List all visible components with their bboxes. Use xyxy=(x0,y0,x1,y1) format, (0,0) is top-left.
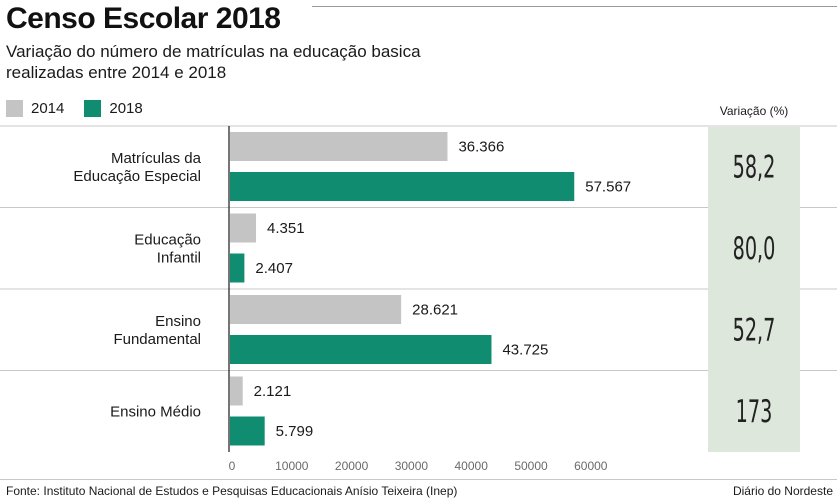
bar-value-label: 57.567 xyxy=(585,179,631,196)
legend-label-2014: 2014 xyxy=(31,100,65,117)
x-tick-label: 10000 xyxy=(275,459,309,473)
bar-value-label: 28.621 xyxy=(412,302,458,319)
footer-rule xyxy=(0,479,837,480)
footer-brand: Diário do Nordeste xyxy=(732,484,833,498)
bar-2014 xyxy=(230,132,448,161)
variation-value: 52,7 xyxy=(733,313,776,349)
bar-2014 xyxy=(230,295,402,324)
variation-value: 80,0 xyxy=(733,232,776,268)
category-label: Educação Especial xyxy=(73,168,201,185)
legend-swatch-2018 xyxy=(84,100,102,117)
bar-2018 xyxy=(230,172,575,201)
title-rule xyxy=(312,6,837,7)
x-tick-label: 40000 xyxy=(455,459,489,473)
category-label: Matrículas da xyxy=(111,150,202,167)
footer-source: Fonte: Instituto Nacional de Estudos e P… xyxy=(6,484,458,498)
category-label: Infantil xyxy=(157,249,201,266)
bar-value-label: 2.407 xyxy=(255,260,293,277)
bar-2014 xyxy=(230,213,257,243)
bar-value-label: 2.121 xyxy=(254,383,292,400)
variation-value: 173 xyxy=(736,395,773,431)
legend-entry-2014: 2014 xyxy=(6,100,64,117)
bar-2018 xyxy=(230,416,265,446)
legend-entry-2018: 2018 xyxy=(84,100,143,117)
bar-value-label: 43.725 xyxy=(502,342,548,359)
x-tick-label: 30000 xyxy=(395,459,429,473)
x-tick-label: 60000 xyxy=(574,459,608,473)
category-label: Ensino Médio xyxy=(110,403,201,420)
variation-header: Variação (%) xyxy=(719,104,789,118)
bar-value-label: 36.366 xyxy=(458,139,504,156)
chart-subtitle: Variação do número de matrículas na educ… xyxy=(6,42,421,82)
legend-swatch-2014 xyxy=(6,100,23,117)
x-tick-label: 0 xyxy=(229,459,236,473)
bar-value-label: 4.351 xyxy=(267,220,305,237)
x-tick-label: 50000 xyxy=(514,459,548,473)
bar-2014 xyxy=(230,376,243,406)
bar-2018 xyxy=(230,335,492,364)
legend-label-2018: 2018 xyxy=(109,100,143,117)
chart-title: Censo Escolar 2018 xyxy=(6,2,281,35)
x-tick-label: 20000 xyxy=(335,459,369,473)
bar-value-label: 5.799 xyxy=(276,423,314,440)
category-label: Fundamental xyxy=(113,331,201,348)
category-label: Educação xyxy=(134,231,201,248)
legend: 2014 2018 xyxy=(6,100,163,117)
variation-value: 58,2 xyxy=(733,150,776,186)
category-label: Ensino xyxy=(155,313,201,330)
bar-2018 xyxy=(230,253,245,283)
variation-panel xyxy=(708,127,800,452)
